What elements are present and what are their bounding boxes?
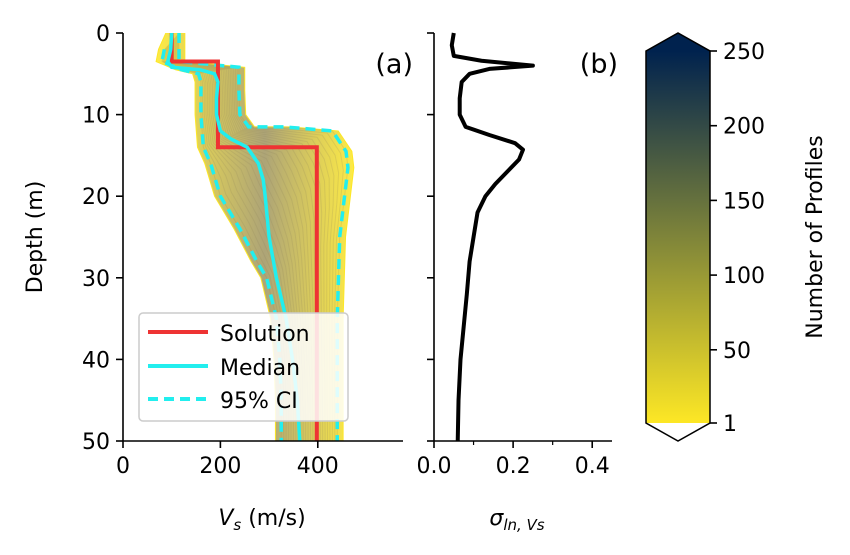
panel-b-xtick-label: 0.0 bbox=[417, 454, 452, 479]
colorbar-tick-label: 150 bbox=[723, 189, 765, 214]
panel-a-xtick-label: 0 bbox=[116, 454, 130, 479]
panel-b: 0.0 0.2 0.4 (b) σln, Vs bbox=[417, 32, 618, 534]
panel-b-xlabel: σln, Vs bbox=[489, 506, 544, 534]
panel-a-ytick-label: 20 bbox=[82, 185, 110, 210]
panel-b-xtick-label: 0.2 bbox=[496, 454, 531, 479]
colorbar-gradient bbox=[646, 51, 710, 423]
colorbar-tick-label: 50 bbox=[723, 339, 751, 364]
panel-b-xtick-label: 0.4 bbox=[575, 454, 610, 479]
legend-label-solution: Solution bbox=[220, 322, 310, 347]
colorbar-label: Number of Profiles bbox=[803, 135, 828, 338]
panel-a-ytick-label: 0 bbox=[96, 22, 110, 47]
colorbar-bottom-extension bbox=[646, 423, 710, 441]
ci-upper-line bbox=[177, 33, 350, 441]
legend-label-median: Median bbox=[220, 356, 300, 381]
panel-a-ylabel: Depth (m) bbox=[23, 181, 48, 294]
panel-a-xtick-label: 400 bbox=[297, 454, 339, 479]
panel-a-ytick-label: 10 bbox=[82, 104, 110, 129]
legend-label-ci: 95% CI bbox=[220, 389, 298, 414]
panel-a-ytick-label: 50 bbox=[82, 430, 110, 455]
panel-a-ytick-label: 30 bbox=[82, 267, 110, 292]
panel-a-ytick-label: 40 bbox=[82, 348, 110, 373]
colorbar-top-extension bbox=[646, 33, 710, 51]
panel-b-label: (b) bbox=[580, 49, 618, 80]
colorbar-tick-label: 200 bbox=[723, 115, 765, 140]
sigma-line bbox=[449, 32, 535, 442]
colorbar-tick-label: 100 bbox=[723, 264, 765, 289]
panel-a-xtick-label: 200 bbox=[199, 454, 241, 479]
panel-a-xlabel: Vs (m/s) bbox=[218, 506, 305, 534]
median-line bbox=[165, 33, 302, 441]
legend: Solution Median 95% CI bbox=[138, 312, 349, 422]
colorbar-tick-label: 1 bbox=[723, 412, 737, 437]
panel-b-axes: 0.0 0.2 0.4 bbox=[417, 32, 612, 479]
colorbar-tick-label: 250 bbox=[723, 40, 765, 65]
legend-box bbox=[138, 312, 349, 422]
panel-a-label: (a) bbox=[375, 49, 413, 80]
panel-b-series bbox=[449, 32, 535, 442]
